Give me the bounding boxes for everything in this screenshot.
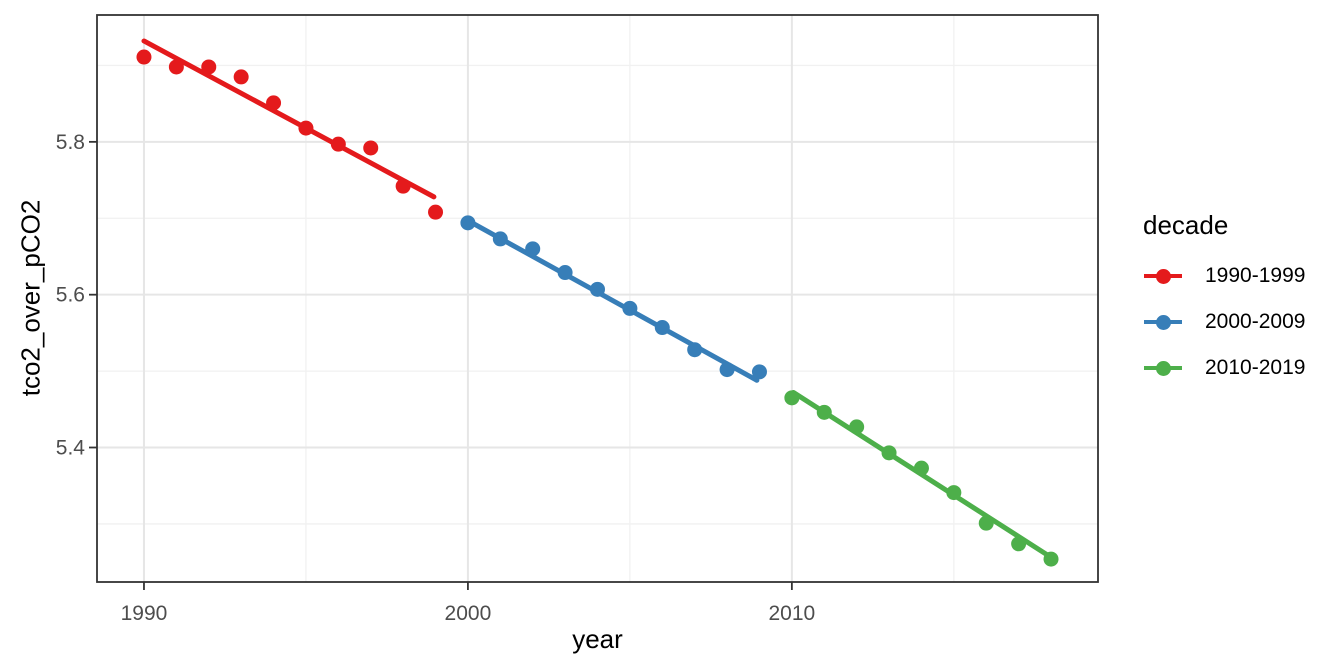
panel-border [96, 14, 1099, 583]
data-point-2010-2019-2016 [978, 515, 994, 531]
data-point-1990-1999-1991 [168, 59, 184, 75]
legend-key-icon [1143, 314, 1183, 330]
legend-item-label: 2010-2019 [1205, 356, 1306, 379]
legend-item-label: 2000-2009 [1205, 310, 1306, 333]
legend-key-icon [1143, 360, 1183, 376]
x-tick-label: 1990 [121, 602, 168, 625]
legend-items: 1990-1999 2000-2009 2010-2019 [1143, 253, 1305, 391]
data-point-2000-2009-2003 [557, 265, 573, 281]
legend-item-label: 1990-1999 [1205, 264, 1306, 287]
data-point-1990-1999-1996 [330, 136, 346, 152]
legend-key-dot [1155, 314, 1171, 330]
legend: decade 1990-1999 2000-2009 2010-2019 [1143, 210, 1305, 391]
data-point-1990-1999-1998 [395, 178, 411, 194]
data-point-2000-2009-2000 [460, 215, 476, 231]
data-point-1990-1999-1997 [363, 140, 379, 156]
data-point-2010-2019-2012 [849, 419, 865, 435]
x-tick-label: 2010 [769, 602, 816, 625]
panel-background [97, 15, 1098, 582]
data-point-2010-2019-2010 [784, 390, 800, 406]
y-tick-label: 5.4 [56, 437, 86, 460]
data-point-2000-2009-2009 [751, 364, 767, 380]
legend-key-dot [1155, 360, 1171, 376]
y-tick-label: 5.8 [56, 131, 85, 154]
data-point-2010-2019-2017 [1011, 536, 1027, 552]
data-point-2000-2009-2005 [622, 300, 638, 316]
y-axis-title: tco2_over_pCO2 [15, 199, 46, 397]
x-axis-title: year [572, 624, 623, 654]
legend-item-1990-1999: 1990-1999 [1143, 253, 1305, 299]
trend-line-2000-2009 [465, 218, 760, 383]
data-point-2000-2009-2006 [654, 320, 670, 336]
data-point-1990-1999-1995 [298, 120, 314, 136]
legend-key-dot [1155, 268, 1171, 284]
data-point-2000-2009-2001 [492, 231, 508, 247]
data-point-2010-2019-2018 [1043, 551, 1059, 567]
data-point-2010-2019-2013 [881, 445, 897, 461]
data-point-1990-1999-1993 [233, 69, 249, 85]
trend-line-1990-1999 [141, 38, 437, 200]
legend-title: decade [1143, 210, 1229, 240]
data-point-2010-2019-2014 [913, 460, 929, 476]
data-point-1990-1999-1999 [428, 204, 444, 220]
legend-item-2000-2009: 2000-2009 [1143, 299, 1305, 345]
data-point-2010-2019-2015 [946, 485, 962, 501]
data-point-1990-1999-1994 [266, 95, 282, 111]
data-point-1990-1999-1990 [136, 49, 152, 65]
data-point-2000-2009-2002 [525, 241, 541, 257]
y-tick-label: 5.6 [56, 284, 85, 307]
legend-item-2010-2019: 2010-2019 [1143, 345, 1305, 391]
data-point-2000-2009-2007 [687, 342, 703, 358]
data-point-2010-2019-2011 [816, 404, 832, 420]
x-tick-label: 2000 [445, 602, 492, 625]
data-point-2000-2009-2008 [719, 362, 735, 378]
data-point-2000-2009-2004 [590, 281, 605, 297]
data-point-1990-1999-1992 [201, 59, 217, 75]
legend-key-icon [1143, 268, 1183, 284]
